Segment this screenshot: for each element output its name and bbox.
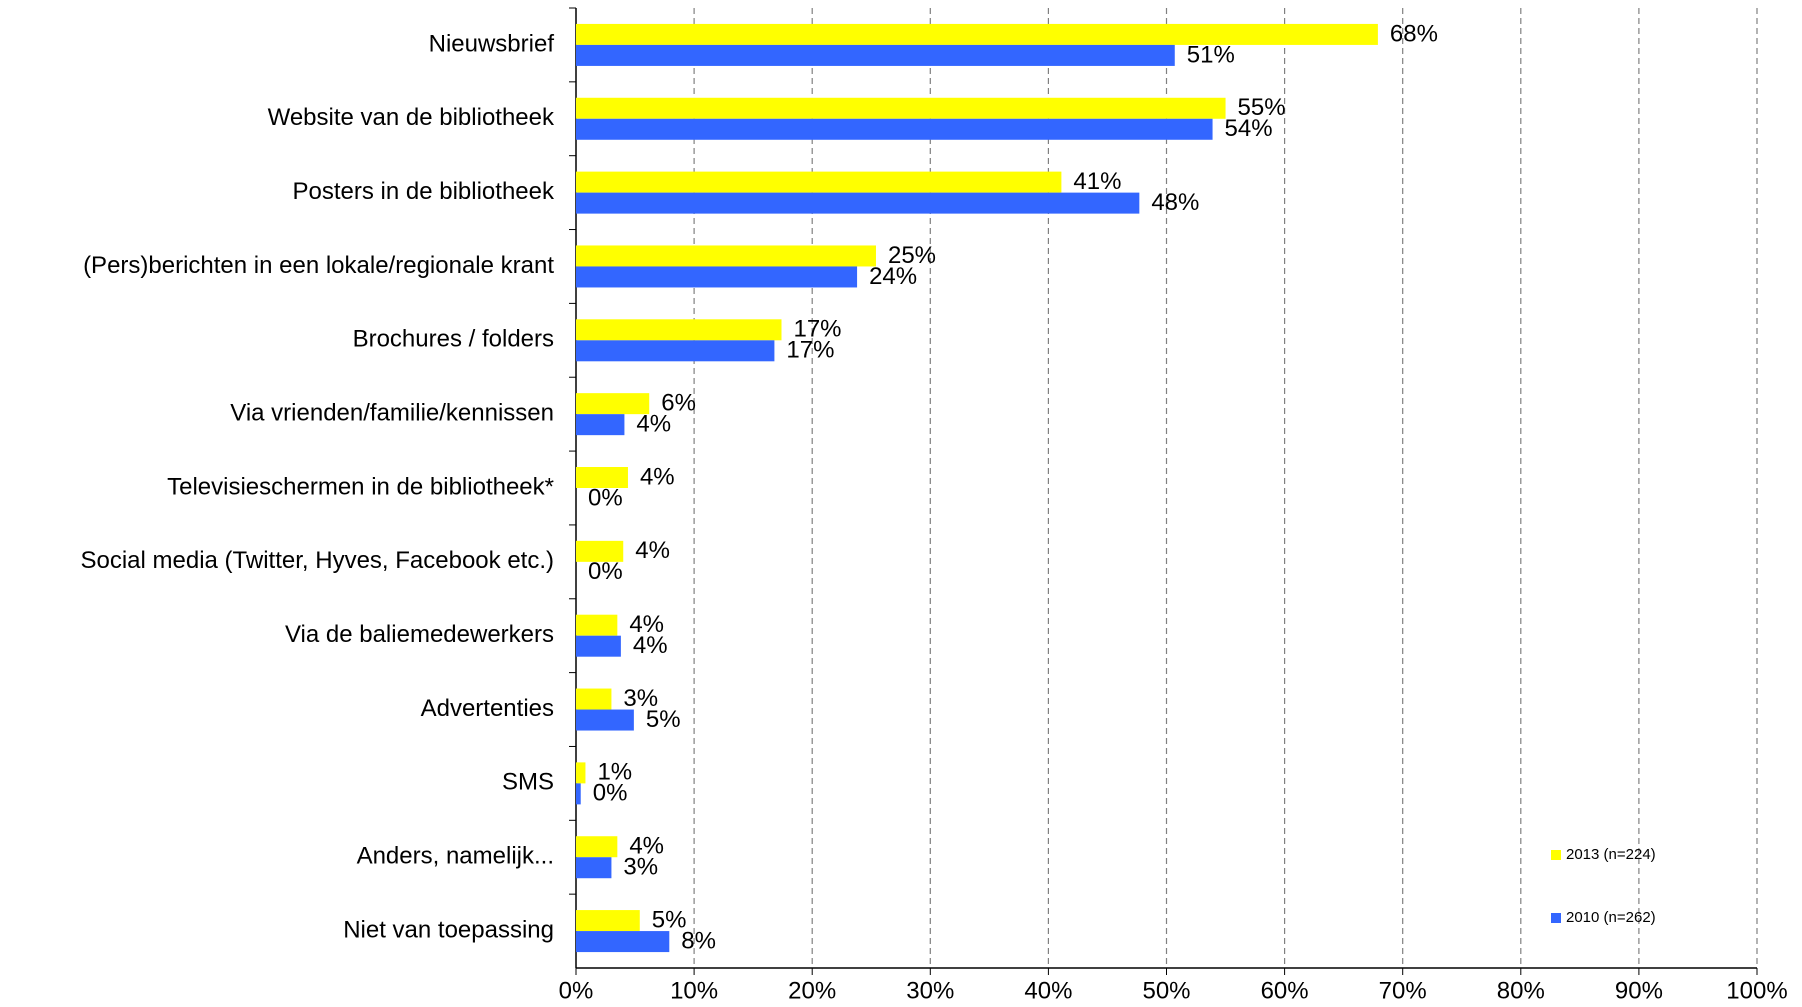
y-tick-label: (Pers)berichten in een lokale/regionale …	[83, 252, 554, 279]
value-label: 17%	[786, 337, 834, 364]
value-label: 0%	[593, 780, 628, 807]
bar	[576, 393, 650, 415]
value-label: 24%	[869, 263, 917, 290]
bar	[576, 783, 581, 805]
value-label: 17%	[793, 316, 841, 343]
y-tick-label: Via de baliemedewerkers	[285, 621, 554, 648]
x-tick-label: 30%	[906, 977, 954, 1004]
bar	[576, 688, 612, 710]
y-tick-label: Brochures / folders	[353, 326, 554, 353]
value-label: 6%	[661, 389, 696, 416]
bar	[576, 762, 586, 784]
bar	[576, 44, 1175, 66]
x-tick-label: 20%	[788, 977, 836, 1004]
legend-swatch	[1551, 850, 1561, 860]
value-label: 25%	[888, 242, 936, 269]
x-tick-label: 0%	[559, 977, 594, 1004]
bar	[576, 614, 618, 636]
bar	[576, 192, 1140, 214]
x-tick-label: 100%	[1726, 977, 1787, 1004]
x-tick-label: 60%	[1261, 977, 1309, 1004]
y-tick-label: Website van de bibliotheek	[268, 104, 555, 131]
value-label: 3%	[623, 854, 658, 881]
value-label: 4%	[629, 611, 664, 638]
legend-label: 2010 (n=262)	[1566, 909, 1656, 926]
value-label: 41%	[1073, 168, 1121, 195]
value-label: 4%	[635, 537, 670, 564]
value-label: 4%	[633, 632, 668, 659]
y-tick-label: Advertenties	[421, 695, 554, 722]
bar	[576, 836, 618, 858]
y-tick-label: Anders, namelijk...	[357, 843, 554, 870]
bar	[576, 857, 612, 879]
bar	[576, 414, 625, 436]
value-label: 5%	[652, 906, 687, 933]
x-tick-label: 80%	[1497, 977, 1545, 1004]
value-label: 48%	[1151, 189, 1199, 216]
value-label: 4%	[629, 833, 664, 860]
bar	[576, 709, 634, 731]
value-label: 4%	[640, 463, 675, 490]
bar	[576, 245, 876, 267]
bar	[576, 635, 621, 657]
bar	[576, 931, 670, 953]
bar	[576, 340, 775, 362]
value-label: 0%	[588, 484, 623, 511]
bar	[576, 97, 1226, 119]
x-tick-label: 90%	[1615, 977, 1663, 1004]
value-label: 68%	[1390, 20, 1438, 47]
legend-label: 2013 (n=224)	[1566, 846, 1656, 863]
x-tick-label: 10%	[670, 977, 718, 1004]
value-label: 4%	[636, 410, 671, 437]
value-label: 3%	[623, 685, 658, 712]
x-tick-label: 50%	[1142, 977, 1190, 1004]
bar	[576, 23, 1378, 45]
x-tick-label: 70%	[1379, 977, 1427, 1004]
y-tick-label: Niet van toepassing	[343, 916, 554, 943]
y-tick-label: Via vrienden/familie/kennissen	[230, 399, 554, 426]
bar	[576, 118, 1213, 140]
y-tick-label: Televisieschermen in de bibliotheek*	[167, 473, 554, 500]
bar	[576, 319, 782, 341]
y-tick-label: SMS	[502, 769, 554, 796]
bar	[576, 171, 1062, 193]
y-tick-label: Nieuwsbrief	[429, 30, 555, 57]
value-label: 0%	[588, 558, 623, 585]
legend-swatch	[1551, 913, 1561, 923]
value-label: 51%	[1187, 41, 1235, 68]
bar	[576, 266, 858, 288]
value-label: 54%	[1225, 115, 1273, 142]
bar	[576, 467, 628, 488]
bar	[576, 910, 640, 932]
value-label: 1%	[597, 759, 632, 786]
value-label: 8%	[681, 927, 716, 954]
y-tick-label: Social media (Twitter, Hyves, Facebook e…	[80, 547, 554, 574]
x-tick-label: 40%	[1024, 977, 1072, 1004]
y-tick-label: Posters in de bibliotheek	[293, 178, 555, 205]
bar	[576, 540, 624, 562]
value-label: 5%	[646, 706, 681, 733]
value-label: 55%	[1238, 94, 1286, 121]
